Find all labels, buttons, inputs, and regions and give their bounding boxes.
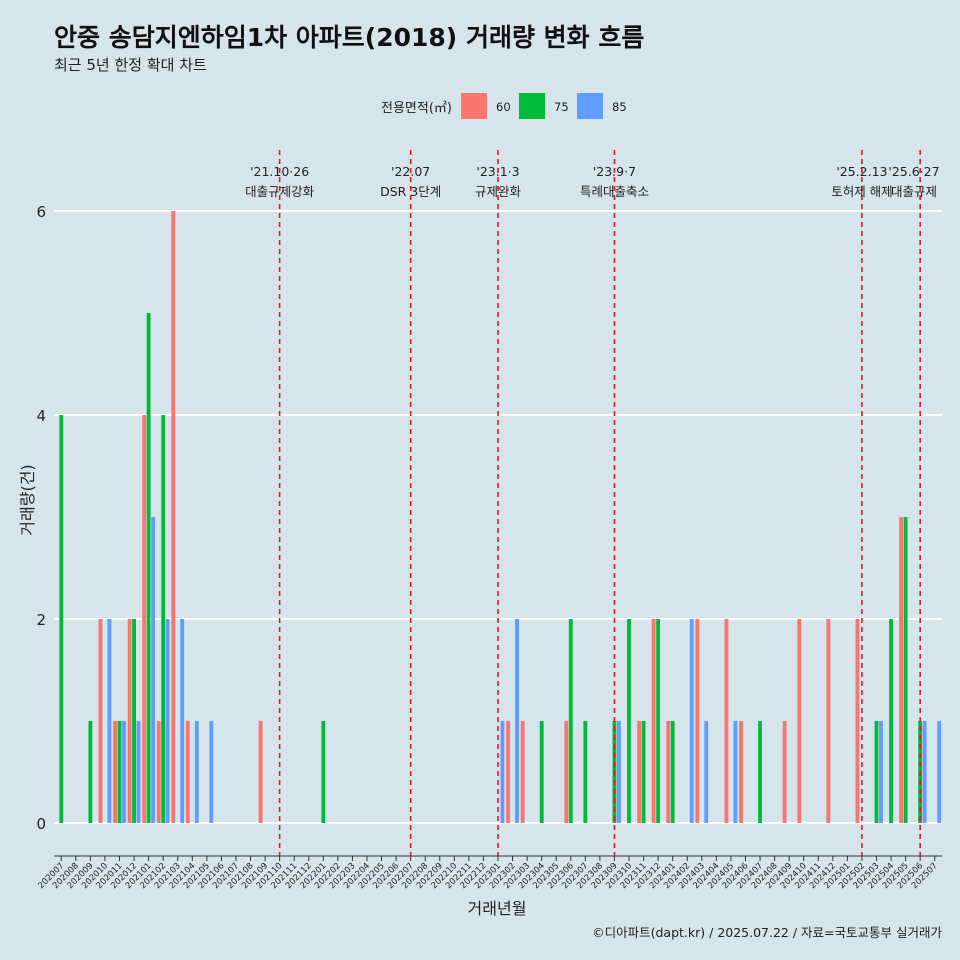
legend-title: 전용면적(㎡) — [381, 101, 452, 116]
legend-label: 60 — [496, 100, 511, 114]
event-date: '21.10·26 — [250, 164, 309, 179]
bar-202101-60 — [142, 415, 147, 823]
event-label: 대출규제 — [891, 184, 937, 199]
bar-202505-60 — [899, 517, 904, 823]
bar-202011-75 — [117, 721, 122, 823]
chart-title: 안중 송담지엔하임1차 아파트(2018) 거래량 변화 흐름 — [54, 23, 645, 52]
bar-202011-60 — [113, 721, 117, 823]
bar-202101-75 — [146, 313, 151, 823]
y-tick-label: 0 — [36, 815, 46, 833]
bar-202301-85 — [500, 721, 505, 823]
bar-202505-75 — [903, 517, 908, 823]
bar-202401-60 — [666, 721, 671, 823]
bar-202105-85 — [209, 721, 214, 823]
bar-202010-60 — [98, 619, 103, 823]
bar-202506-85 — [922, 721, 927, 823]
bar-202011-85 — [122, 721, 126, 823]
y-tick-label: 6 — [36, 203, 46, 221]
bar-202405-85 — [733, 721, 738, 823]
bar-202407-75 — [758, 721, 762, 823]
bar-202102-75 — [161, 415, 166, 823]
bar-202101-85 — [151, 517, 156, 823]
bar-202401-75 — [670, 721, 675, 823]
bar-202102-60 — [156, 721, 161, 823]
bar-202309-85 — [616, 721, 621, 823]
bar-202104-60 — [185, 721, 190, 823]
legend-swatch-75 — [519, 93, 545, 119]
legend-label: 85 — [612, 100, 627, 114]
bar-202010-85 — [107, 619, 112, 823]
bar-202410-60 — [797, 619, 802, 823]
bar-202409-60 — [782, 721, 787, 823]
bar-202504-75 — [889, 619, 893, 823]
bar-202012-60 — [127, 619, 132, 823]
bar-202304-75 — [539, 721, 544, 823]
y-axis: 0 2 4 6 — [36, 203, 46, 833]
event-date: '25.2.13 — [836, 164, 887, 179]
event-label: DSR 3단계 — [380, 184, 441, 199]
x-axis-title: 거래년월 — [468, 899, 527, 918]
event-label: 특례대출축소 — [580, 184, 649, 199]
bar-202201-75 — [321, 721, 326, 823]
bar-202405-60 — [724, 619, 729, 823]
bar-202312-75 — [656, 619, 661, 823]
bar-202302-60 — [506, 721, 511, 823]
bar-202310-75 — [627, 619, 631, 823]
bar-202012-85 — [136, 721, 141, 823]
bar-202009-75 — [88, 721, 93, 823]
event-date: '23.9·7 — [593, 164, 636, 179]
bar-202406-60 — [739, 721, 743, 823]
bar-202507-85 — [937, 721, 942, 823]
event-annotations: '21.10·26 대출규제강화 '22.07 DSR 3단계 '23.1·3 규제완화 '… — [245, 164, 939, 199]
x-axis: 2020072020082020092020102020112020122021… — [36, 855, 942, 891]
bar-202412-60 — [826, 619, 831, 823]
bar-202103-85 — [180, 619, 185, 823]
bar-202503-85 — [879, 721, 883, 823]
y-tick-label: 4 — [36, 407, 46, 425]
source-caption: ©디아파트(dapt.kr) / 2025.07.22 / 자료=국토교통부 실… — [592, 925, 942, 940]
bar-202403-60 — [695, 619, 700, 823]
bar-202104-85 — [194, 721, 199, 823]
bar-202306-60 — [564, 721, 569, 823]
bar-202102-85 — [165, 619, 170, 823]
event-lines — [278, 150, 921, 856]
bar-202403-85 — [704, 721, 709, 823]
bars — [59, 211, 942, 823]
bar-202503-75 — [874, 721, 879, 823]
event-label: 규제완화 — [475, 184, 522, 199]
bar-202306-75 — [568, 619, 573, 823]
bar-202302-85 — [515, 619, 519, 823]
bar-202103-60 — [171, 211, 176, 823]
bar-202311-60 — [637, 721, 642, 823]
bar-202311-75 — [641, 721, 646, 823]
bar-202402-85 — [689, 619, 694, 823]
event-label: 대출규제강화 — [245, 184, 315, 199]
bar-202012-75 — [132, 619, 136, 823]
bar-202312-60 — [651, 619, 656, 823]
event-date: '22.07 — [391, 164, 430, 179]
chart-subtitle: 최근 5년 한정 확대 차트 — [54, 56, 207, 74]
legend-swatch-85 — [577, 93, 603, 119]
event-date: '25.6·27 — [888, 164, 939, 179]
event-label: 토허제 해제 — [831, 184, 892, 199]
legend: 전용면적(㎡) 60 75 85 — [381, 93, 627, 119]
y-axis-title: 거래량(건) — [18, 464, 37, 535]
y-tick-label: 2 — [36, 611, 46, 629]
event-date: '23.1·3 — [476, 164, 519, 179]
legend-label: 75 — [554, 100, 569, 114]
bar-202109-60 — [258, 721, 263, 823]
bar-202007-75 — [59, 415, 64, 823]
bar-202303-60 — [520, 721, 525, 823]
bar-202502-60 — [855, 619, 860, 823]
legend-swatch-60 — [461, 93, 487, 119]
bar-202307-75 — [583, 721, 588, 823]
